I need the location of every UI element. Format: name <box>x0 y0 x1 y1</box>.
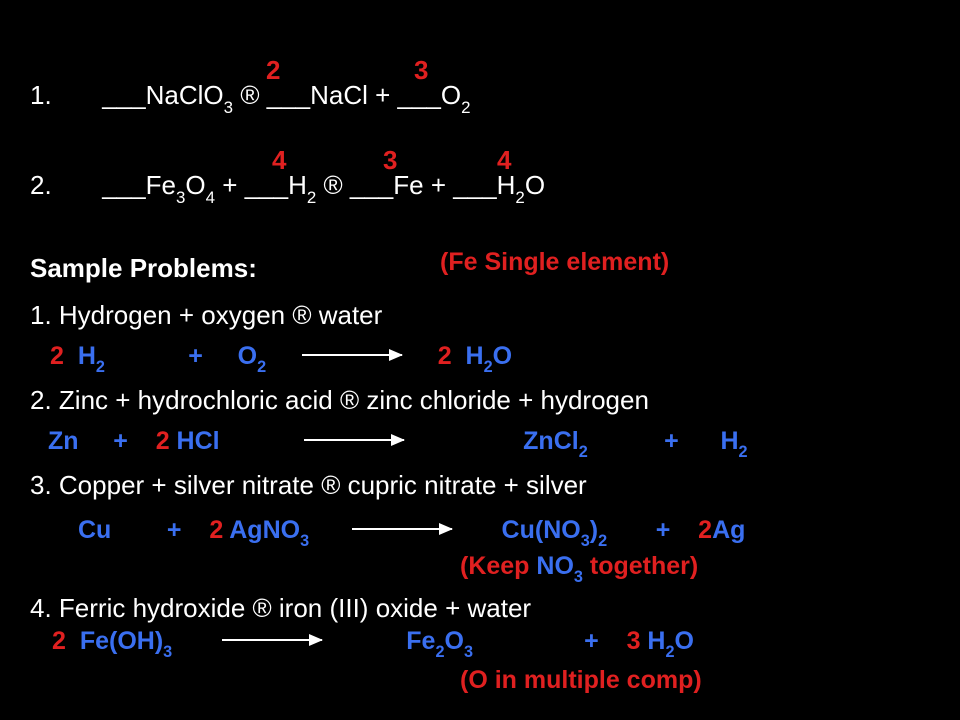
sp4-feoh3: Fe(OH)3 <box>80 627 172 655</box>
sp2-answer: Zn + 2 HCl ZnCl2 + H2 <box>48 427 748 460</box>
sp3-ag: Ag <box>712 516 745 544</box>
eq1-products: ___NaCl + ___O <box>267 80 461 110</box>
eq2-p2: O <box>185 170 205 200</box>
sp1-answer: 2 H2 + O2 2 H2O <box>50 342 512 375</box>
sp1-o2: O2 <box>238 342 267 370</box>
sp4-arrow-icon <box>222 639 322 641</box>
eq1-sub1: 3 <box>224 98 233 117</box>
eq2-s2: 4 <box>206 188 215 207</box>
sp2-h2: H2 <box>720 427 747 455</box>
fe-note-post: ) <box>661 248 669 276</box>
sp2-arrow-icon <box>304 439 404 441</box>
sp2-hcl: HCl <box>177 427 220 455</box>
eq2-arrow: ® <box>324 170 350 200</box>
eq1-num: 1. <box>30 80 52 110</box>
sp4-fe2o3: Fe2O3 <box>406 627 473 655</box>
sp3-cu: Cu <box>78 516 111 544</box>
eq1-sub2: 2 <box>461 98 470 117</box>
sp4-c1: 2 <box>52 627 66 655</box>
eq2-s4: 2 <box>515 188 524 207</box>
sp3-note-pre: (Keep <box>460 552 536 580</box>
eq1-reactant: ___NaClO <box>102 80 223 110</box>
sp4-answer: 2 Fe(OH)3 Fe2O3 + 3 H2O <box>52 627 694 660</box>
sp2-plus2: + <box>664 427 679 455</box>
sp3-agno3: AgNO3 <box>229 516 309 544</box>
sp1-arrow-icon <box>302 354 402 356</box>
sp3-question: 3. Copper + silver nitrate ® cupric nitr… <box>30 470 587 501</box>
sp3-c1: 2 <box>209 516 223 544</box>
eq1-arrow: ® <box>240 80 266 110</box>
sp1-c1: 2 <box>50 342 64 370</box>
eq1-coef-a: 2 <box>266 55 280 86</box>
sp3-cuno32: Cu(NO3)2 <box>502 516 608 544</box>
sp4-h2o: H2O <box>647 627 694 655</box>
equation-2: 2. ___Fe3O4 + ___H2 ® ___Fe + ___H2O <box>30 170 545 205</box>
eq2-p1: ___Fe <box>102 170 176 200</box>
sp3-plus: + <box>167 516 182 544</box>
sp4-note-mid: in multiple comp <box>495 666 694 694</box>
eq2-p5: O <box>525 170 545 200</box>
sp2-question: 2. Zinc + hydrochloric acid ® zinc chlor… <box>30 385 649 416</box>
eq2-s1: 3 <box>176 188 185 207</box>
sp4-question: 4. Ferric hydroxide ® iron (III) oxide +… <box>30 593 531 624</box>
sp4-note-post: ) <box>693 666 701 694</box>
sp3-plus2: + <box>656 516 671 544</box>
sp3-note: (Keep NO3 together) <box>460 552 698 585</box>
eq2-p4: ___Fe + ___H <box>350 170 516 200</box>
sp4-c2: 3 <box>627 627 641 655</box>
eq2-coef-a: 4 <box>272 145 286 176</box>
sp4-note-pre: (O <box>460 666 495 694</box>
sample-problems-heading: Sample Problems: <box>30 253 257 284</box>
sp3-answer: Cu + 2 AgNO3 Cu(NO3)2 + 2Ag <box>78 516 745 549</box>
sp3-note-no3: NO3 <box>536 552 583 580</box>
eq1-coef-b: 3 <box>414 55 428 86</box>
sp1-h2: H2 <box>78 342 105 370</box>
sp2-plus: + <box>113 427 128 455</box>
eq2-num: 2. <box>30 170 52 200</box>
sp4-note: (O in multiple comp) <box>460 666 702 695</box>
eq2-coef-b: 3 <box>383 145 397 176</box>
sp1-c2: 2 <box>438 342 452 370</box>
fe-note: (Fe Single element) <box>440 248 669 277</box>
fe-note-mid: Single element <box>484 248 660 276</box>
sp1-h2o: H2O <box>466 342 513 370</box>
eq2-coef-c: 4 <box>497 145 511 176</box>
eq2-s3: 2 <box>307 188 316 207</box>
eq2-p3: + ___H <box>222 170 307 200</box>
sp2-zn: Zn <box>48 427 79 455</box>
sp3-note-post: together) <box>583 552 698 580</box>
equation-1: 1. ___NaClO3 ® ___NaCl + ___O2 <box>30 80 471 115</box>
sp3-c2: 2 <box>698 516 712 544</box>
sp1-question: 1. Hydrogen + oxygen ® water <box>30 300 382 331</box>
sp4-plus: + <box>584 627 599 655</box>
sp2-zncl2: ZnCl2 <box>523 427 588 455</box>
sp1-plus: + <box>188 342 203 370</box>
sp3-arrow-icon <box>352 528 452 530</box>
sp2-c1: 2 <box>156 427 170 455</box>
fe-note-pre: (Fe <box>440 248 484 276</box>
